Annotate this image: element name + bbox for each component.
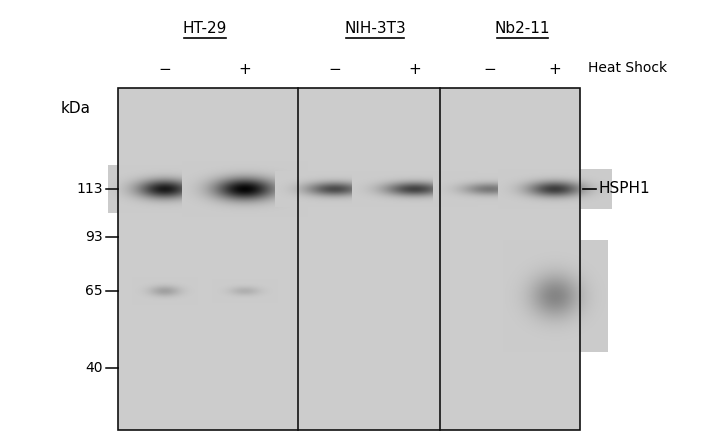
Text: Nb2-11: Nb2-11	[495, 21, 550, 36]
Text: HT-29: HT-29	[183, 21, 227, 36]
Text: +: +	[239, 62, 252, 77]
Text: −: −	[329, 62, 341, 77]
Bar	[298, 88, 440, 430]
Text: NIH-3T3: NIH-3T3	[344, 21, 406, 36]
Text: 40: 40	[86, 362, 103, 375]
Text: 93: 93	[85, 230, 103, 244]
Text: +: +	[549, 62, 562, 77]
Text: HSPH1: HSPH1	[599, 181, 651, 196]
Bar	[440, 88, 580, 430]
Text: −: −	[159, 62, 172, 77]
Text: Heat Shock: Heat Shock	[588, 61, 667, 75]
Text: −: −	[484, 62, 496, 77]
Text: 113: 113	[77, 182, 103, 196]
Text: 65: 65	[85, 285, 103, 298]
Bar	[118, 88, 580, 430]
Text: +: +	[408, 62, 421, 77]
Bar	[118, 88, 298, 430]
Text: kDa: kDa	[61, 101, 91, 116]
